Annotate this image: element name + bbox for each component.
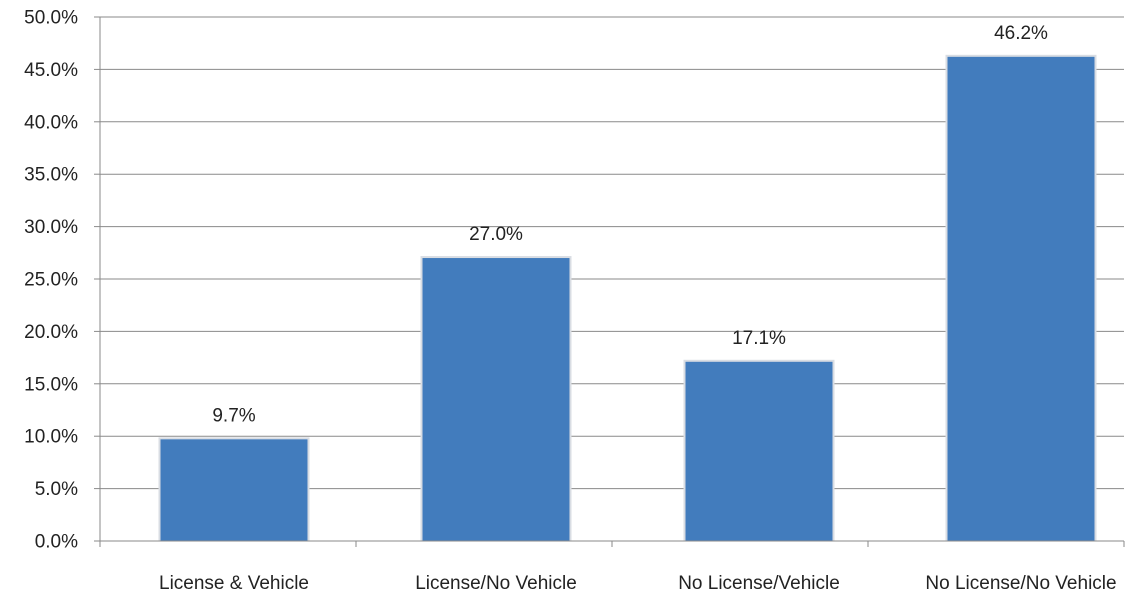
data-labels: 9.7% 27.0% 17.1% 46.2% (212, 23, 1048, 427)
y-tick-label: 0.0% (35, 532, 78, 553)
y-tick-label: 5.0% (35, 479, 78, 500)
y-tick-label: 35.0% (24, 165, 78, 186)
y-tick-label: 30.0% (24, 217, 78, 238)
y-tick-label: 50.0% (24, 8, 78, 29)
y-tick-label: 20.0% (24, 322, 78, 343)
data-label: 46.2% (994, 23, 1048, 44)
x-tick-label: No License/No Vehicle (925, 573, 1116, 594)
bar (685, 361, 833, 541)
x-tick-label: License & Vehicle (159, 573, 309, 594)
x-tick-label: No License/Vehicle (678, 573, 840, 594)
y-tick-label: 45.0% (24, 60, 78, 81)
y-tick-label: 25.0% (24, 270, 78, 291)
data-label: 17.1% (732, 328, 786, 349)
axes (94, 16, 1125, 547)
bars (158, 54, 1097, 541)
y-tick-label: 15.0% (24, 374, 78, 395)
gridlines (100, 16, 1124, 490)
y-axis-tick-labels: 0.0% 5.0% 10.0% 15.0% 20.0% 25.0% 30.0% 35.0% 40… (24, 8, 78, 553)
bar (947, 56, 1095, 541)
y-tick-label: 40.0% (24, 112, 78, 133)
data-label: 27.0% (469, 224, 523, 245)
bar (160, 439, 308, 541)
x-axis-tick-labels: License & Vehicle License/No Vehicle No Li… (159, 573, 1117, 594)
x-tick-label: License/No Vehicle (415, 573, 577, 594)
y-tick-label: 10.0% (24, 427, 78, 448)
bar (422, 258, 570, 541)
data-label: 9.7% (212, 405, 255, 426)
